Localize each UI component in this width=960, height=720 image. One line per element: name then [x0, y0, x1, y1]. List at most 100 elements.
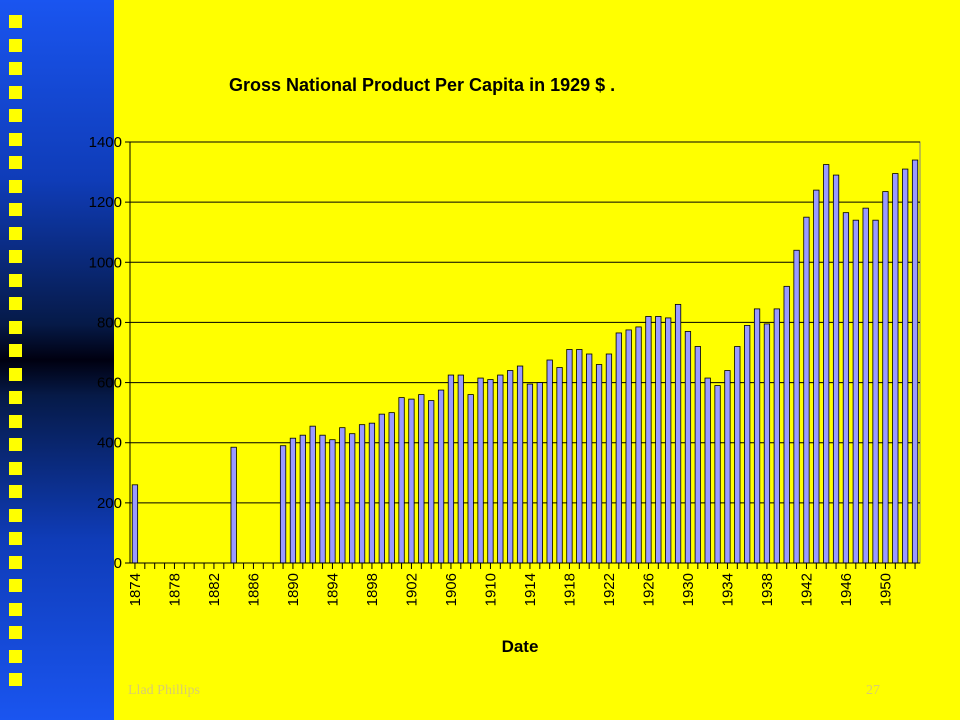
bar — [803, 216, 810, 564]
bar — [378, 413, 385, 564]
decorative-square — [9, 320, 22, 334]
bar — [645, 316, 652, 564]
bar — [437, 389, 445, 564]
bar — [507, 370, 514, 564]
bar — [309, 425, 316, 564]
bar — [615, 332, 622, 564]
bar — [783, 285, 790, 564]
x-tick-label: 1882 — [206, 573, 223, 606]
bar — [625, 329, 632, 564]
decorative-square — [9, 438, 22, 451]
decorative-square — [9, 485, 22, 498]
bar — [744, 325, 751, 564]
bar — [230, 446, 237, 564]
bar — [872, 219, 879, 564]
bar — [823, 164, 830, 564]
decorative-square — [9, 132, 22, 146]
plot-area — [129, 141, 921, 564]
x-tick-label: 1938 — [759, 573, 776, 606]
x-tick-label: 1934 — [719, 573, 736, 606]
decorative-square — [9, 226, 22, 240]
bar — [536, 382, 543, 564]
x-tick-label: 1942 — [798, 573, 815, 606]
bar — [497, 374, 504, 564]
x-tick-label: 1922 — [601, 573, 618, 606]
bar — [605, 353, 613, 564]
x-tick-label: 1906 — [443, 573, 460, 606]
x-tick-label: 1898 — [364, 573, 381, 606]
decorative-square — [9, 203, 22, 216]
bar — [566, 349, 573, 564]
decorative-square — [9, 273, 22, 287]
decorative-square — [9, 250, 22, 263]
bar — [319, 434, 326, 564]
x-tick-labels: 1874 1878 1882 1886 1890 1894 1898 1902 1906 1910… — [127, 573, 895, 606]
decorative-square — [9, 508, 22, 522]
y-tick-label: 600 — [97, 375, 122, 392]
decorative-square — [9, 38, 22, 52]
decorative-square — [9, 156, 22, 169]
bar — [418, 394, 425, 564]
bar — [398, 397, 405, 564]
bar — [635, 326, 642, 564]
decorative-square — [9, 391, 22, 404]
decorative-square — [9, 367, 22, 381]
bar — [279, 445, 287, 564]
decorative-square — [9, 414, 22, 428]
x-tick-label: 1894 — [324, 573, 341, 606]
y-tick-label: 200 — [97, 495, 122, 512]
x-tick-label: 1890 — [285, 573, 302, 606]
x-tick-label: 1950 — [877, 573, 894, 606]
bar — [358, 424, 366, 564]
decorative-square — [9, 579, 22, 592]
bar — [556, 367, 563, 564]
footer-page-number: 27 — [866, 683, 880, 698]
bar — [832, 174, 840, 564]
bar — [674, 303, 682, 564]
bar — [793, 249, 800, 564]
bar — [655, 316, 662, 564]
bar — [477, 377, 484, 564]
x-tick-label: 1878 — [166, 573, 183, 606]
bar — [862, 207, 869, 564]
bar — [892, 173, 899, 564]
axes — [125, 141, 920, 569]
bar — [911, 159, 919, 564]
decorative-square — [9, 15, 22, 28]
x-tick-label: 1918 — [561, 573, 578, 606]
footer-author: Llad Phillips — [128, 683, 200, 698]
bar — [388, 412, 395, 564]
x-tick-label: 1930 — [680, 573, 697, 606]
bar — [724, 370, 731, 564]
y-tick-label: 1200 — [89, 194, 122, 211]
y-tick-label: 1000 — [89, 254, 122, 271]
gridlines — [130, 141, 920, 504]
bar — [773, 308, 780, 564]
bar — [842, 212, 850, 564]
decorative-square — [9, 555, 22, 569]
bar — [516, 365, 524, 564]
bar — [526, 383, 534, 564]
sidebar-band — [0, 0, 114, 720]
bar — [852, 219, 859, 564]
bar — [576, 349, 583, 564]
x-tick-label: 1946 — [838, 573, 855, 606]
bar — [684, 331, 692, 564]
decorative-square — [9, 673, 22, 686]
bar — [428, 400, 435, 564]
bar — [714, 385, 721, 564]
bar-series — [131, 159, 919, 564]
x-tick-label: 1926 — [640, 573, 657, 606]
decorative-square — [9, 532, 22, 545]
x-axis-title: Date — [502, 637, 539, 656]
bar — [368, 422, 376, 564]
decorative-square — [9, 179, 22, 193]
decorative-square — [9, 602, 22, 616]
bar — [339, 427, 346, 564]
bar — [902, 168, 909, 564]
y-tick-label: 0 — [114, 555, 122, 572]
bar — [665, 317, 672, 564]
y-tick-label: 800 — [97, 314, 122, 331]
decorative-square — [9, 626, 22, 639]
